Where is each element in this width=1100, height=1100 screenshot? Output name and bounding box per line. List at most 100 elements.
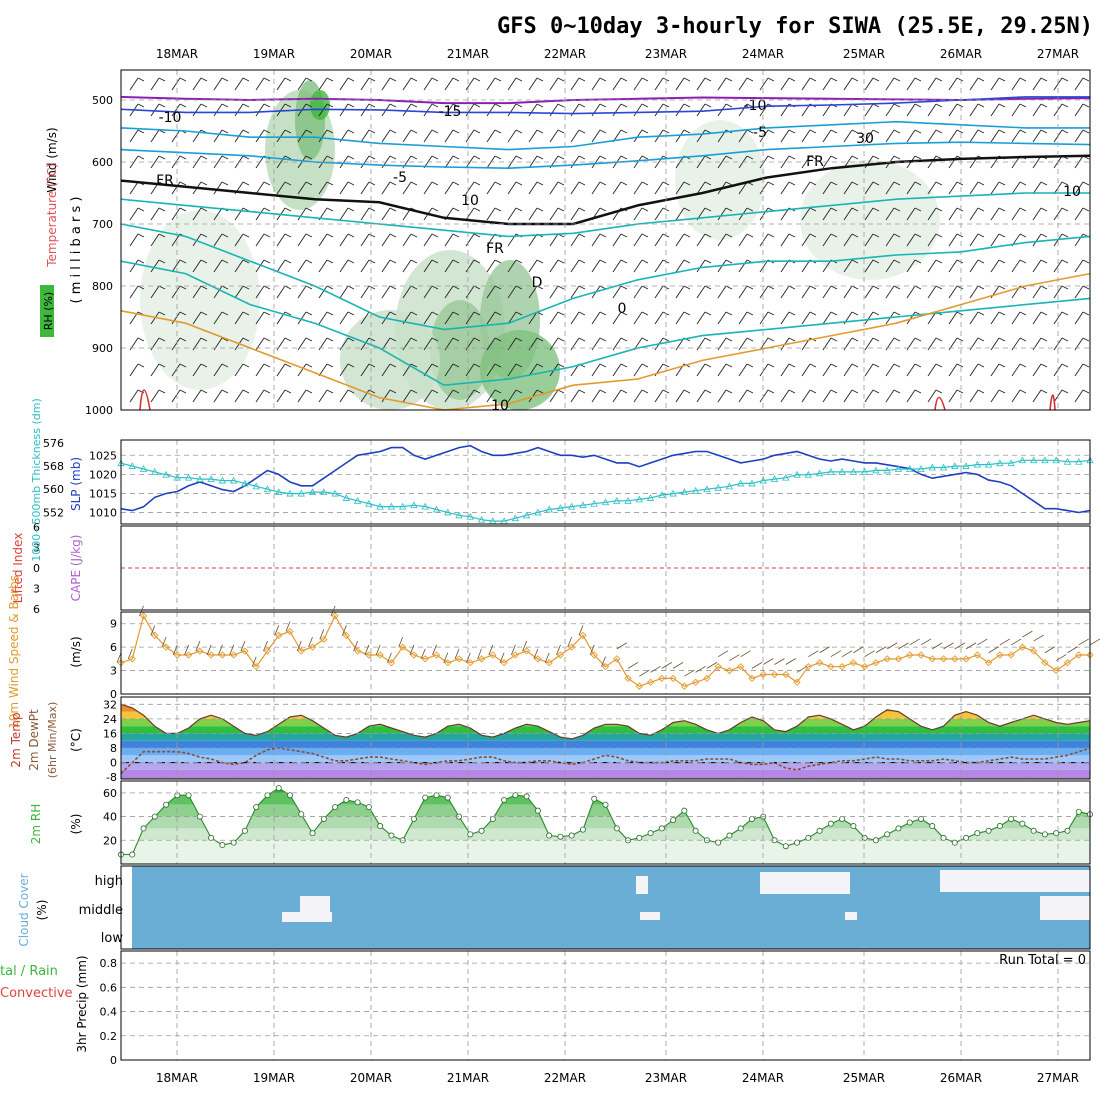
contour-line [120,120,1090,151]
wind10-marker [184,651,193,659]
wind-barb [843,389,853,403]
thickness-marker [737,479,745,487]
wind-barb [935,77,943,82]
wind-barb [767,181,775,186]
wind-barb [465,181,475,195]
wind-barb [221,77,229,82]
wind-barb [662,129,670,134]
thickness-marker [410,501,418,509]
panel-frame [120,780,1091,865]
wind10-barb [341,625,347,636]
wind10-barb [650,665,661,673]
thickness-marker [218,476,227,484]
contour-line [120,272,1091,411]
wind-barb [347,285,355,290]
rh-marker [737,825,744,832]
thickness-marker [1041,456,1049,464]
wind-barb [948,311,958,325]
wind-barb [129,389,139,403]
wind-barb [969,311,979,325]
wind-barb [150,77,160,91]
wind-barb [452,155,460,160]
wind-barb [473,233,481,238]
wind-barb [654,285,664,299]
wind-barb [158,363,166,368]
wind-barb [914,285,922,290]
wind-barb [263,233,271,238]
wind-barb [893,363,901,368]
wind-barb [494,181,502,186]
wind-barb [990,337,1000,351]
wind-barb [578,311,586,316]
wind-barb [696,363,706,377]
wind-barb [620,129,628,134]
wind-barb [843,129,853,143]
wind-barb [389,259,397,264]
wind-barb [221,311,229,316]
y-tick-label: 6 [33,603,40,616]
wind-barb [788,285,796,290]
wind-barb [830,285,838,290]
rh-marker [726,832,733,839]
wind-barb [717,285,727,299]
wind-barb [767,77,775,82]
wind-barb [843,363,853,377]
wind10-marker [849,659,858,667]
wind-barb [578,207,586,212]
wind-barb [570,233,580,247]
wind-barb [767,389,775,394]
wind10-marker [545,659,553,667]
wind-barb [402,389,412,403]
wind-barb [620,311,628,316]
wind-barb [410,285,418,290]
wind-barb [528,181,538,195]
thickness-marker [184,473,193,481]
date-label-bottom: 24MAR [742,1071,784,1085]
wind-barb [465,285,475,299]
wind-barb [620,233,628,238]
wind-barb [738,77,748,91]
wind-barb [788,155,796,160]
cloud-level-label: low [101,931,124,946]
thickness-marker [984,460,993,468]
wind-barb [507,207,517,221]
temp-band [121,762,1090,770]
wind-barb [717,207,727,221]
wind-barb [263,389,271,394]
temp-band [121,740,1090,749]
wind-barb [263,77,271,82]
label-rh-units: (%) [69,814,83,835]
wind-barb [935,389,943,394]
wind-barb [683,181,691,186]
rh-marker [275,785,282,792]
wind-barb [465,207,475,221]
contour-label: 10 [1063,184,1081,200]
wind-barb [389,337,397,342]
wind-barb [578,259,586,264]
wind10-barb [229,644,235,656]
wind-barb [1040,129,1048,134]
thickness-marker [320,488,328,496]
rh-band [121,840,1090,864]
wind10-barb [774,658,785,665]
wind-barb [738,233,748,247]
wind-barb [305,233,313,238]
rh-marker [140,825,147,832]
wind-barb [528,259,538,273]
top-date-axis: 18MAR 19MAR 20MAR 21MAR 22MAR 23MAR 24MAR 25MAR… [156,47,1079,61]
wind-barb [885,77,895,91]
wind-barb [759,181,769,195]
wind10-marker [252,663,260,671]
wind-barb [1074,311,1084,325]
wind-barb [1032,259,1042,273]
wind-barb [549,103,559,117]
date-label-bottom: 25MAR [843,1071,885,1085]
wind-barb [402,77,412,91]
wind-barb [347,259,355,264]
wind-barb [1019,233,1027,238]
wind10-marker [342,631,350,640]
wind-barb [339,233,349,247]
wind-barb [906,207,916,221]
wind-barb [360,77,370,91]
